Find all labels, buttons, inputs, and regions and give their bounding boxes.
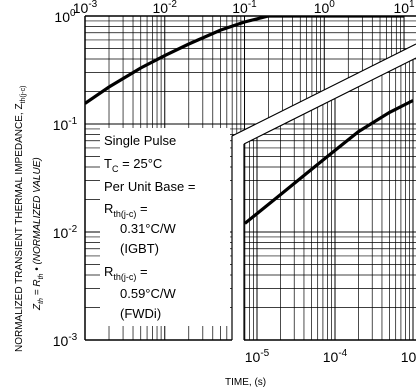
y-tick-label: 10-2 (53, 224, 78, 241)
annotation-line-8: 0.59°C/W (120, 286, 177, 301)
annotation-line-9: (FWDi) (120, 306, 161, 321)
annotation-background (100, 128, 230, 326)
annotation-line-3: Per Unit Base = (104, 179, 195, 194)
y-tick-label: 10-1 (53, 116, 78, 133)
y-axis-title: NORMALIZED TRANSIENT THERMAL IMPEDANCE, … (14, 86, 27, 352)
x-bottom-tick-label: 10-5 (245, 348, 270, 365)
x-axis-title: TIME, (s) (225, 377, 266, 387)
y-tick-label: 100 (54, 8, 76, 25)
annotation-line-1: Single Pulse (104, 133, 176, 148)
annotation-line-7: Rth(j-c) = (104, 264, 148, 282)
y-axis-subtitle: Zth = Rth • (NORMALIZED VALUE) (32, 157, 45, 311)
cut-edge-diagonal-1 (231, 43, 416, 137)
x-bottom-tick-label: 10-4 (323, 348, 348, 365)
annotation-line-5: 0.31°C/W (120, 221, 177, 236)
x-top-tick-label: 10-3 (73, 0, 98, 16)
series-line-2 (244, 99, 414, 225)
series-line-1 (85, 16, 404, 105)
annotation-line-6: (IGBT) (120, 241, 159, 256)
tick-labels: 100 10-1 10-2 10-3 10-3 10-2 10-1 100 101 10-5 10-… (53, 0, 416, 365)
annotation-box: Single Pulse TC = 25°C Per Unit Base = R… (100, 128, 230, 326)
x-top-tick-label: 10-1 (232, 0, 257, 16)
cut-edge-diagonal-2 (243, 57, 416, 145)
annotation-line-4: Rth(j-c) = (104, 201, 148, 219)
x-top-tick-label: 100 (314, 0, 336, 16)
x-bottom-tick-label: 10-3 (401, 348, 416, 365)
y-tick-label: 10-3 (53, 332, 78, 349)
annotation-line-2: TC = 25°C (104, 156, 162, 174)
x-top-tick-label: 10-2 (153, 0, 178, 16)
curves (84, 15, 416, 341)
x-top-tick-label: 101 (393, 0, 415, 16)
